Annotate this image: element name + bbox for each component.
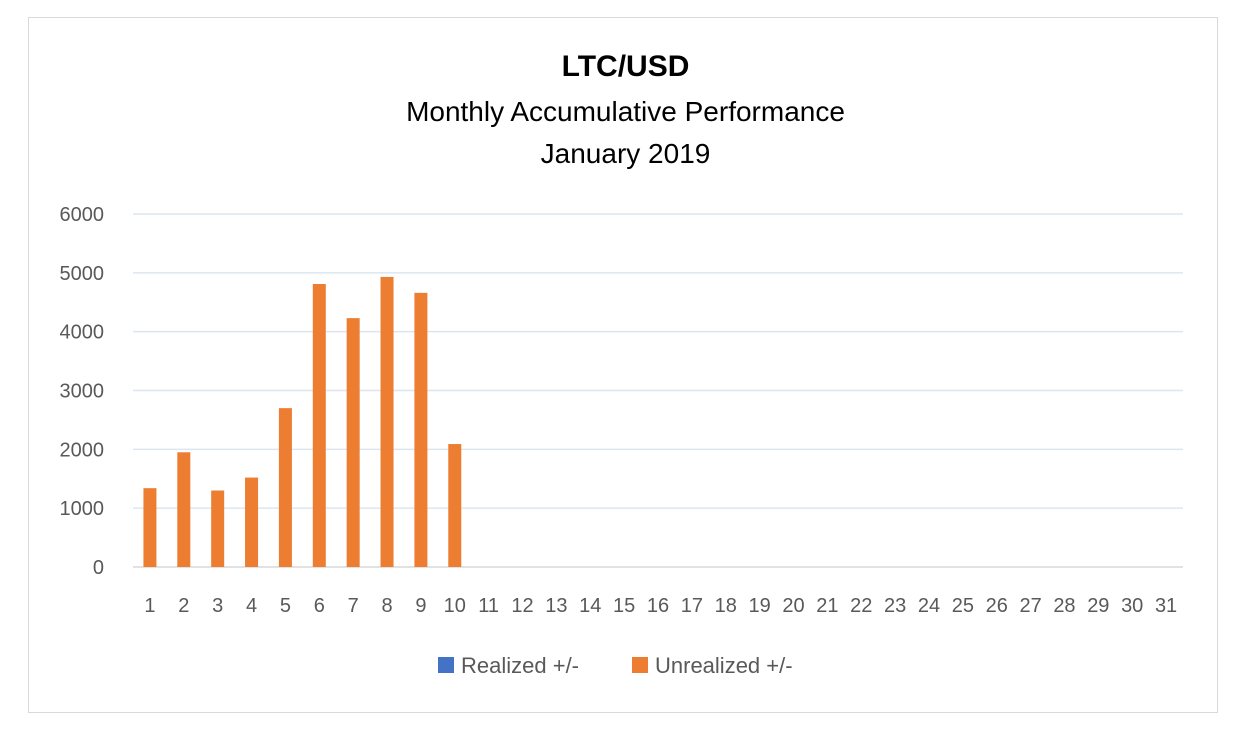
x-tick-label: 31 xyxy=(1155,595,1177,617)
bar xyxy=(177,452,191,567)
x-tick-label: 22 xyxy=(850,595,872,617)
x-tick-label: 4 xyxy=(246,595,257,617)
chart-frame xyxy=(28,17,1218,713)
bar xyxy=(211,490,225,567)
x-tick-label: 3 xyxy=(212,595,223,617)
x-tick-label: 24 xyxy=(918,595,940,617)
legend: Realized +/- Unrealized +/- xyxy=(438,653,793,678)
y-tick-label: 0 xyxy=(93,557,104,579)
x-tick-label: 6 xyxy=(314,595,325,617)
y-tick-label: 6000 xyxy=(60,204,105,226)
x-tick-label: 7 xyxy=(348,595,359,617)
legend-swatch xyxy=(632,657,648,673)
x-tick-label: 1 xyxy=(144,595,155,617)
x-tick-label: 25 xyxy=(952,595,974,617)
x-tick-label: 29 xyxy=(1087,595,1109,617)
x-tick-label: 15 xyxy=(613,595,635,617)
x-tick-label: 9 xyxy=(415,595,426,617)
x-tick-label: 11 xyxy=(478,595,499,617)
gridlines xyxy=(133,213,1183,568)
x-tick-label: 5 xyxy=(280,595,291,617)
y-tick-label: 5000 xyxy=(60,263,105,285)
bar xyxy=(448,444,462,567)
x-tick-label: 2 xyxy=(178,595,189,617)
x-tick-label: 19 xyxy=(748,595,770,617)
chart-title: LTC/USD xyxy=(561,50,690,83)
chart-subtitle: Monthly Accumulative Performance xyxy=(406,96,845,127)
x-tick-label: 13 xyxy=(545,595,567,617)
x-tick-label: 10 xyxy=(444,595,466,617)
x-tick-label: 26 xyxy=(986,595,1008,617)
y-tick-label: 2000 xyxy=(60,439,105,461)
legend-label: Realized +/- xyxy=(461,653,579,678)
legend-label: Unrealized +/- xyxy=(655,653,793,678)
x-tick-label: 20 xyxy=(782,595,804,617)
y-tick-label: 4000 xyxy=(60,322,105,344)
x-tick-label: 27 xyxy=(1019,595,1041,617)
x-tick-label: 8 xyxy=(381,595,392,617)
bar xyxy=(346,318,360,567)
x-tick-label: 23 xyxy=(884,595,906,617)
bar xyxy=(143,488,157,567)
bar xyxy=(414,292,428,567)
bar xyxy=(278,408,292,567)
x-tick-label: 17 xyxy=(681,595,703,617)
bar xyxy=(380,276,394,567)
chart-period: January 2019 xyxy=(540,138,711,169)
bar xyxy=(312,284,326,567)
x-tick-label: 16 xyxy=(647,595,669,617)
y-tick-label: 3000 xyxy=(60,381,105,403)
x-tick-label: 28 xyxy=(1053,595,1075,617)
bar xyxy=(245,477,259,567)
x-tick-label: 18 xyxy=(715,595,737,617)
x-tick-label: 12 xyxy=(511,595,533,617)
x-tick-label: 14 xyxy=(579,595,601,617)
x-tick-label: 21 xyxy=(816,595,838,617)
y-tick-label: 1000 xyxy=(60,498,105,520)
y-axis-ticks: 0 1000 2000 3000 4000 5000 6000 xyxy=(60,204,105,579)
x-axis-ticks: 1 2 3 4 5 6 7 8 9 10 11 12 13 14 15 16 17 18 19 20 21 22 23 24 2… xyxy=(144,595,1177,617)
x-tick-label: 30 xyxy=(1121,595,1143,617)
legend-swatch xyxy=(438,657,454,673)
bars xyxy=(143,276,462,567)
